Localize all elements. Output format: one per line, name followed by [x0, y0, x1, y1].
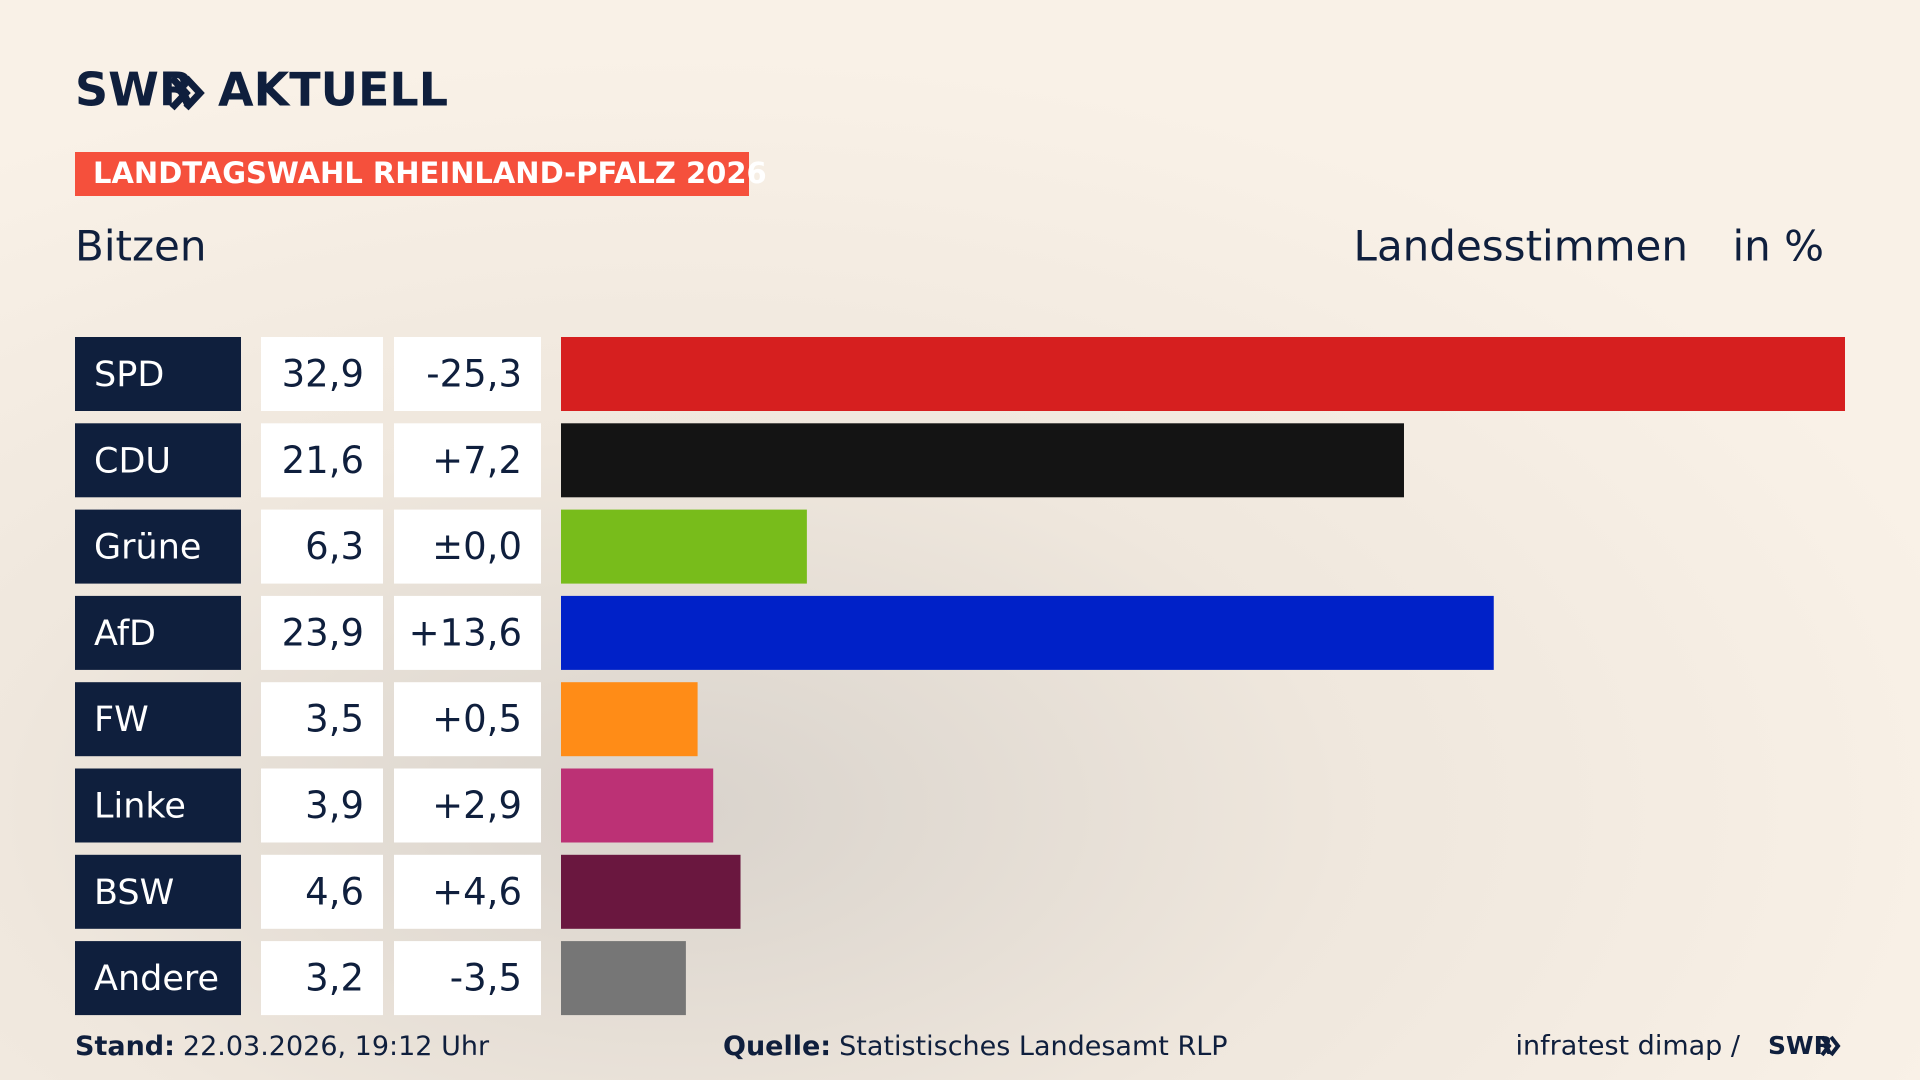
value-label: 3,5	[305, 698, 364, 741]
footer-source: Quelle: Statistisches Landesamt RLP	[723, 1031, 1228, 1062]
bar	[561, 509, 807, 584]
change-box	[394, 682, 541, 757]
change-label: -3,5	[450, 957, 522, 1000]
credit-brand: SWR	[1768, 1031, 1833, 1060]
value-label: 23,9	[282, 611, 364, 654]
banner	[75, 152, 749, 196]
unit: in %	[1732, 222, 1824, 271]
product: AKTUELL	[218, 63, 448, 117]
bar	[561, 337, 1845, 411]
value-label: 6,3	[305, 525, 364, 568]
change-box	[394, 423, 541, 498]
value-box	[261, 768, 383, 843]
value-box	[261, 509, 383, 584]
change-label: +0,5	[432, 698, 522, 741]
change-label: ±0,0	[432, 525, 522, 568]
party-box	[75, 854, 241, 929]
credit: infratest dimap /	[1515, 1031, 1740, 1062]
change-label: +13,6	[409, 611, 522, 654]
party-box	[75, 768, 241, 843]
bar	[561, 768, 714, 843]
bar	[561, 854, 741, 929]
value-box	[261, 337, 383, 411]
stand-label: Stand:	[75, 1031, 175, 1062]
bar	[561, 682, 698, 757]
value-box	[261, 941, 383, 1016]
party-box	[75, 941, 241, 1016]
change-label: -25,3	[426, 353, 522, 396]
banner-text: LANDTAGSWAHL RHEINLAND-PFALZ 2026	[93, 156, 767, 190]
change-box	[394, 337, 541, 411]
party-box	[75, 509, 241, 584]
source-label: Quelle:	[723, 1031, 831, 1062]
change-label: +7,2	[432, 439, 522, 482]
change-label: +2,9	[432, 784, 522, 827]
party-label: Grüne	[94, 528, 201, 568]
footer-stand: Stand: 22.03.2026, 19:12 Uhr	[75, 1031, 490, 1062]
party-box	[75, 682, 241, 757]
change-label: +4,6	[432, 870, 522, 913]
party-label: Andere	[94, 959, 219, 999]
value-label: 21,6	[282, 439, 364, 482]
value-label: 32,9	[282, 353, 364, 396]
change-box	[394, 595, 541, 670]
party-label: BSW	[94, 873, 174, 913]
chart-title: Bitzen	[75, 222, 206, 271]
change-box	[394, 854, 541, 929]
value-label: 3,2	[305, 957, 364, 1000]
value-box	[261, 682, 383, 757]
brand-chevrons	[169, 75, 205, 111]
party-box	[75, 337, 241, 411]
bar	[561, 595, 1494, 670]
bar	[561, 423, 1404, 498]
party-box	[75, 595, 241, 670]
party-label: FW	[94, 700, 149, 740]
party-label: Linke	[94, 787, 186, 827]
value-box	[261, 854, 383, 929]
value-box	[261, 595, 383, 670]
credit-chevrons	[1820, 1035, 1841, 1057]
bar	[561, 941, 686, 1016]
value-label: 3,9	[305, 784, 364, 827]
change-box	[394, 509, 541, 584]
stand: 22.03.2026, 19:12 Uhr	[183, 1031, 490, 1062]
change-box	[394, 768, 541, 843]
value-box	[261, 423, 383, 498]
party-label: SPD	[94, 355, 164, 395]
change-box	[394, 941, 541, 1016]
chart-subtitle: Landesstimmen	[1354, 222, 1688, 271]
party-box	[75, 423, 241, 498]
value-label: 4,6	[305, 870, 364, 913]
party-label: CDU	[94, 441, 171, 481]
party-label: AfD	[94, 614, 156, 654]
source: Statistisches Landesamt RLP	[839, 1031, 1227, 1062]
